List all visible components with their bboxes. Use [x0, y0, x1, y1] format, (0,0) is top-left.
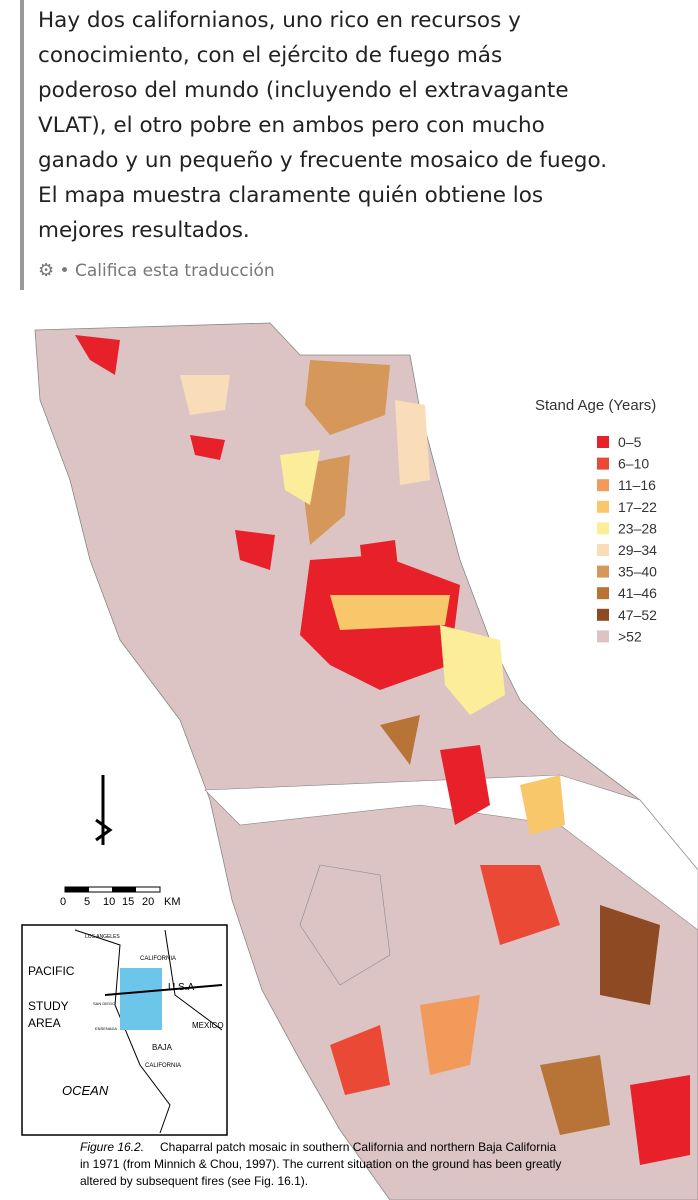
legend-swatch	[597, 587, 609, 600]
legend-swatch	[597, 630, 609, 643]
caption-line: in 1971 (from Minnich & Chou, 1997). The…	[80, 1157, 561, 1171]
scale-label: KM	[164, 896, 181, 908]
legend-swatch	[597, 479, 609, 492]
post-line: Hay dos californianos, uno rico en recur…	[38, 8, 521, 33]
caption: Figure 16.2. Chaparral patch mosaic in s…	[80, 1140, 561, 1188]
inset-map: PACIFIC STUDY AREA OCEAN U.S.A MEXICO CA…	[21, 924, 228, 1136]
caption-line: Chaparral patch mosaic in southern Calif…	[160, 1140, 557, 1154]
caption-line: altered by subsequent fires (see Fig. 16…	[80, 1174, 308, 1188]
inset-label: SAN DIEGO	[93, 1001, 115, 1006]
scale-label: 10	[103, 896, 115, 908]
caption-label: Figure 16.2.	[80, 1140, 144, 1154]
scale-label: 20	[142, 896, 154, 908]
legend-label: 41–46	[618, 585, 657, 601]
post-line: El mapa muestra claramente quién obtiene…	[38, 183, 544, 208]
post-line: VLAT), el otro pobre en ambos pero con m…	[38, 113, 545, 138]
legend-label: 47–52	[618, 607, 657, 623]
legend-swatch	[597, 457, 609, 470]
legend-swatch	[597, 522, 609, 535]
rate-link[interactable]: Califica esta traducción	[74, 261, 275, 281]
inset-label: BAJA	[152, 1043, 173, 1052]
legend-label: 17–22	[618, 499, 657, 515]
inset-label: LOS ANGELES	[85, 934, 120, 940]
rate-translation[interactable]: ⚙ • Califica esta traducción	[38, 260, 275, 281]
inset-label: AREA	[28, 1016, 61, 1030]
legend-label: 29–34	[618, 542, 657, 558]
legend-swatch	[597, 436, 609, 448]
scale-label: 0	[60, 896, 66, 908]
north-arrow	[95, 775, 113, 845]
post-line: poderoso del mundo (incluyendo el extrav…	[38, 78, 569, 103]
post-line: ganado y un pequeño y frecuente mosaico …	[38, 148, 608, 173]
map-figure: Stand Age (Years) 0–5 6–10 11–16 17–22 23–28…	[21, 322, 698, 1200]
inset-label: CALIFORNIA	[140, 956, 176, 962]
legend-label: 0–5	[618, 434, 642, 450]
inset-label: STUDY	[28, 999, 69, 1013]
legend-swatch	[597, 500, 609, 513]
legend-label: 35–40	[618, 564, 657, 580]
post-line: mejores resultados.	[38, 218, 250, 243]
inset-label: CALIFORNIA	[145, 1063, 181, 1069]
inset-label: MEXICO	[192, 1021, 224, 1030]
scale-label: 5	[84, 896, 90, 908]
legend-label: 6–10	[618, 456, 649, 472]
inset-label: ENSENADA	[95, 1026, 117, 1031]
scale-bar: 0 5 10 15 20 KM	[60, 886, 181, 908]
inset-label: U.S.A	[168, 982, 194, 993]
legend-title: Stand Age (Years)	[535, 397, 656, 414]
legend-label: >52	[618, 628, 642, 644]
inset-label: PACIFIC	[28, 964, 75, 978]
scale-label: 15	[122, 896, 134, 908]
quote-bar	[20, 0, 24, 290]
legend-swatch	[597, 565, 609, 578]
post: Hay dos californianos, uno rico en recur…	[0, 0, 698, 300]
legend-label: 23–28	[618, 520, 657, 536]
map-land	[34, 322, 698, 1200]
post-line: conocimiento, con el ejército de fuego m…	[38, 43, 503, 68]
inset-label: OCEAN	[62, 1083, 109, 1098]
legend: Stand Age (Years) 0–5 6–10 11–16 17–22 23–28…	[535, 397, 657, 644]
legend-label: 11–16	[618, 477, 656, 493]
legend-swatch	[597, 544, 609, 556]
legend-swatch	[597, 608, 609, 621]
